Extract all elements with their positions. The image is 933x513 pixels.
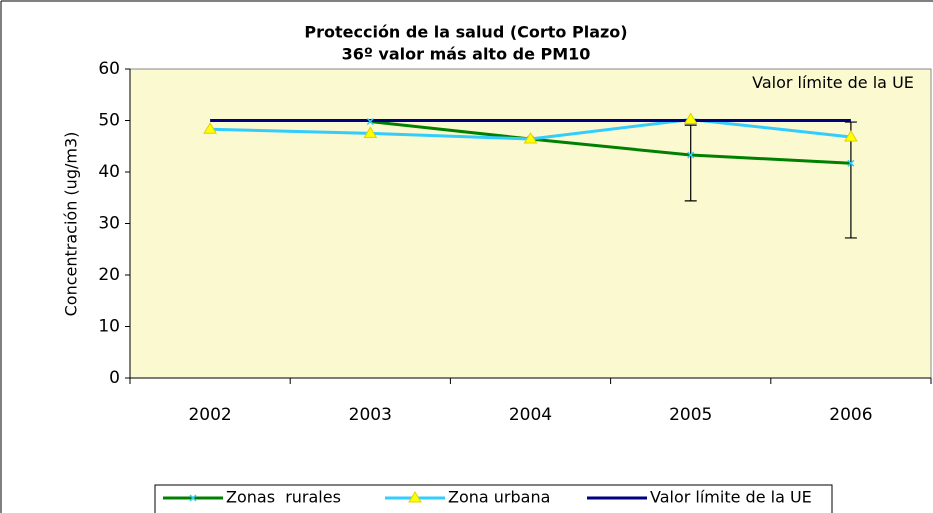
chart-title: Protección de la salud (Corto Plazo): [304, 23, 627, 42]
marker: [366, 117, 374, 126]
series-line: [370, 120, 851, 165]
marker: [844, 130, 858, 142]
y-tick-label: 50: [98, 111, 120, 131]
marker: [687, 151, 695, 159]
marker: [363, 126, 378, 138]
x-tick-label: 2004: [509, 405, 552, 425]
x-tick-label: 2003: [349, 405, 392, 425]
marker: [189, 494, 197, 502]
marker: [203, 122, 217, 134]
marker: [847, 159, 855, 167]
marker: [523, 132, 538, 144]
y-tick-label: 40: [98, 162, 120, 182]
error-bar: [684, 124, 697, 202]
y-tick-label: 60: [98, 59, 120, 79]
marker: [408, 491, 422, 503]
annotation: Valor límite de la UE: [752, 73, 914, 92]
legend-text: Zonas rurales: [226, 488, 341, 507]
legend-text: Valor límite de la UE: [650, 488, 812, 507]
legend-text: Zona urbana: [448, 488, 550, 507]
x-tick-label: 2002: [188, 405, 231, 425]
y-axis-title: Concentración (ug/m3): [62, 132, 81, 317]
x-tick-label: 2006: [829, 405, 872, 425]
y-tick-label: 30: [98, 214, 120, 234]
x-tick-label: 2005: [669, 405, 712, 425]
plot-area: [129, 68, 932, 379]
chart-subtitle: 36º valor más alto de PM10: [342, 45, 591, 64]
y-tick-label: 20: [98, 265, 120, 285]
y-tick-label: 0: [109, 368, 120, 388]
marker: [683, 112, 698, 124]
y-tick-label: 10: [98, 317, 120, 337]
legend-box: [154, 484, 833, 513]
